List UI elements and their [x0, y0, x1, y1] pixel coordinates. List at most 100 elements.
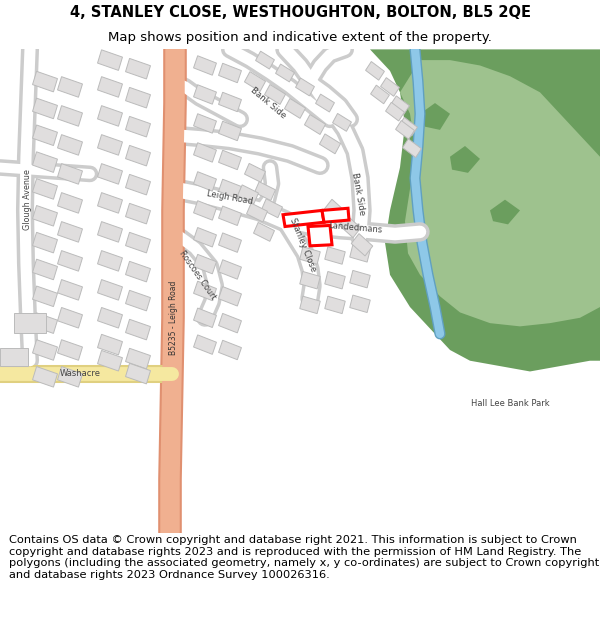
Polygon shape	[300, 271, 320, 289]
Text: 4, STANLEY CLOSE, WESTHOUGHTON, BOLTON, BL5 2QE: 4, STANLEY CLOSE, WESTHOUGHTON, BOLTON, …	[70, 5, 530, 20]
Polygon shape	[380, 78, 400, 96]
Polygon shape	[194, 56, 217, 75]
Polygon shape	[125, 348, 151, 369]
Polygon shape	[403, 139, 421, 158]
Polygon shape	[350, 271, 370, 288]
Polygon shape	[244, 72, 266, 91]
Polygon shape	[420, 103, 450, 130]
Polygon shape	[296, 78, 314, 96]
Text: Contains OS data © Crown copyright and database right 2021. This information is : Contains OS data © Crown copyright and d…	[9, 535, 599, 580]
Text: Map shows position and indicative extent of the property.: Map shows position and indicative extent…	[108, 31, 492, 44]
Polygon shape	[98, 351, 122, 371]
Polygon shape	[398, 118, 418, 136]
Polygon shape	[284, 99, 305, 118]
Polygon shape	[254, 182, 275, 201]
Polygon shape	[339, 216, 361, 238]
Polygon shape	[125, 319, 151, 340]
Polygon shape	[194, 172, 217, 191]
Polygon shape	[391, 96, 409, 114]
Polygon shape	[194, 142, 217, 162]
Polygon shape	[125, 88, 151, 108]
Polygon shape	[325, 296, 345, 314]
Polygon shape	[125, 363, 151, 384]
Text: Washacre: Washacre	[59, 369, 101, 378]
Polygon shape	[32, 152, 58, 173]
Polygon shape	[125, 261, 151, 282]
Polygon shape	[194, 114, 217, 133]
Polygon shape	[194, 254, 217, 274]
Polygon shape	[256, 51, 274, 69]
Polygon shape	[125, 146, 151, 166]
Polygon shape	[238, 185, 259, 204]
Polygon shape	[194, 85, 217, 104]
Polygon shape	[275, 64, 295, 82]
Polygon shape	[365, 61, 385, 80]
Polygon shape	[490, 199, 520, 224]
Polygon shape	[300, 296, 320, 314]
Polygon shape	[350, 244, 370, 262]
Polygon shape	[194, 308, 217, 328]
Polygon shape	[218, 150, 241, 169]
Polygon shape	[32, 313, 58, 333]
Text: Bank Side: Bank Side	[248, 86, 287, 121]
Polygon shape	[319, 134, 341, 154]
Polygon shape	[218, 121, 241, 141]
Polygon shape	[125, 58, 151, 79]
Polygon shape	[262, 199, 283, 217]
Polygon shape	[194, 228, 217, 247]
Polygon shape	[58, 366, 82, 387]
Polygon shape	[98, 279, 122, 300]
Polygon shape	[325, 271, 345, 289]
Polygon shape	[218, 179, 241, 199]
Polygon shape	[58, 340, 82, 360]
Polygon shape	[194, 281, 217, 301]
Text: Bank Side: Bank Side	[350, 173, 366, 216]
Polygon shape	[283, 211, 324, 226]
Polygon shape	[32, 98, 58, 119]
Polygon shape	[265, 84, 286, 104]
Polygon shape	[98, 222, 122, 242]
Polygon shape	[32, 259, 58, 280]
Text: Landedmans: Landedmans	[328, 221, 382, 234]
Polygon shape	[98, 50, 122, 71]
Polygon shape	[58, 279, 82, 300]
Polygon shape	[332, 113, 352, 131]
Text: Stanley Close: Stanley Close	[288, 216, 318, 273]
Polygon shape	[125, 203, 151, 224]
Polygon shape	[218, 313, 241, 333]
Polygon shape	[32, 179, 58, 199]
Polygon shape	[351, 234, 373, 256]
Polygon shape	[98, 106, 122, 126]
Polygon shape	[58, 106, 82, 126]
Polygon shape	[32, 71, 58, 92]
Polygon shape	[304, 114, 326, 134]
Polygon shape	[98, 77, 122, 98]
Polygon shape	[254, 222, 274, 241]
Polygon shape	[125, 232, 151, 253]
Polygon shape	[218, 206, 241, 226]
Polygon shape	[32, 366, 58, 387]
Polygon shape	[218, 260, 241, 279]
Polygon shape	[247, 203, 268, 222]
Polygon shape	[125, 116, 151, 137]
Polygon shape	[316, 94, 334, 112]
Text: Leigh Road: Leigh Road	[206, 189, 254, 206]
Polygon shape	[125, 291, 151, 311]
Polygon shape	[98, 164, 122, 184]
Polygon shape	[350, 295, 370, 312]
Polygon shape	[371, 85, 389, 104]
Text: Hall Lee Bank Park: Hall Lee Bank Park	[470, 399, 550, 408]
Polygon shape	[218, 233, 241, 253]
Polygon shape	[32, 340, 58, 360]
Polygon shape	[218, 92, 241, 112]
Polygon shape	[395, 121, 415, 139]
Text: B5235 - Leigh Road: B5235 - Leigh Road	[169, 281, 178, 355]
Polygon shape	[98, 192, 122, 213]
Polygon shape	[14, 314, 46, 332]
Polygon shape	[322, 208, 349, 222]
Polygon shape	[98, 334, 122, 355]
Polygon shape	[194, 335, 217, 354]
Polygon shape	[450, 146, 480, 173]
Polygon shape	[58, 164, 82, 184]
Polygon shape	[32, 125, 58, 146]
